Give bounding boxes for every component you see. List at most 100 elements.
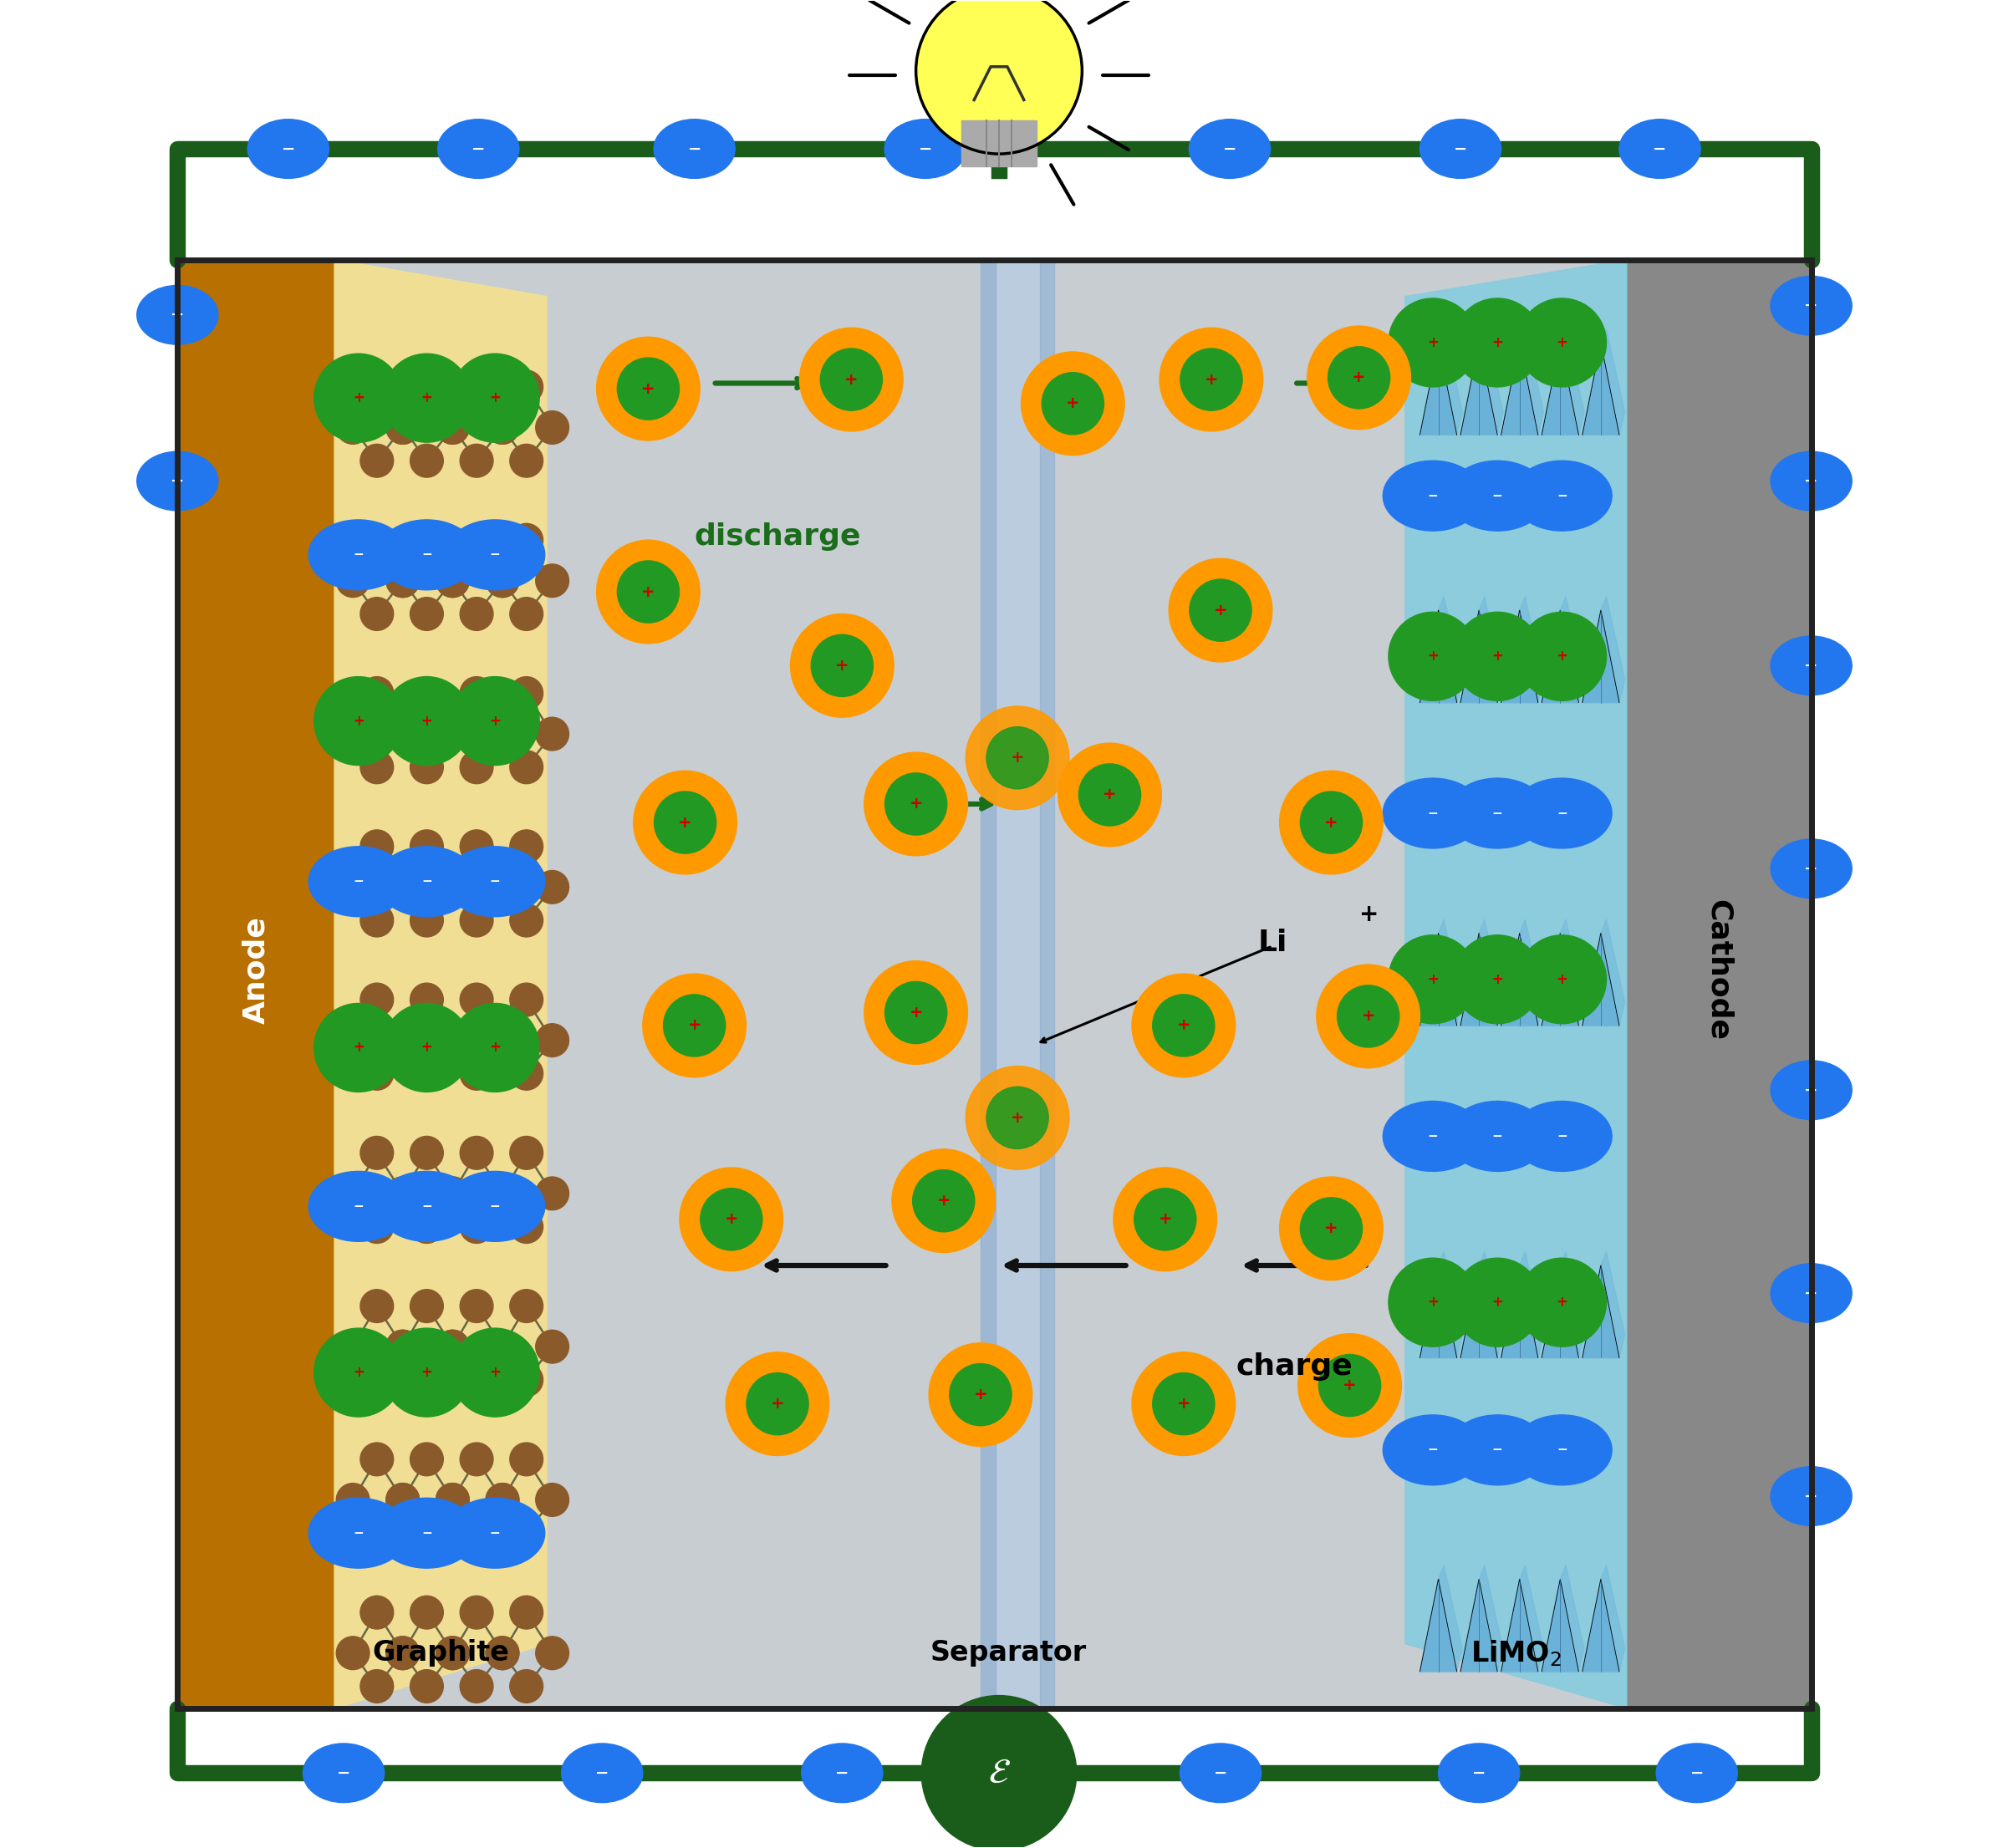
Circle shape <box>509 983 543 1016</box>
Circle shape <box>486 1637 519 1669</box>
Ellipse shape <box>1449 1101 1546 1172</box>
Polygon shape <box>1542 329 1584 434</box>
Circle shape <box>509 1290 543 1323</box>
Circle shape <box>509 1443 543 1477</box>
Text: Anode: Anode <box>242 917 270 1024</box>
Text: Li: Li <box>1257 928 1287 957</box>
Polygon shape <box>1542 920 1584 1026</box>
Ellipse shape <box>446 1172 545 1242</box>
Circle shape <box>336 410 370 444</box>
Circle shape <box>1133 1353 1235 1456</box>
Text: −: − <box>422 1199 432 1212</box>
Circle shape <box>382 1003 472 1092</box>
Text: −: − <box>490 549 499 562</box>
Circle shape <box>410 1443 444 1477</box>
Circle shape <box>535 410 569 444</box>
Text: −: − <box>1804 1284 1818 1301</box>
Text: −: − <box>422 1526 432 1539</box>
Ellipse shape <box>308 846 408 917</box>
Circle shape <box>921 1695 1077 1848</box>
Circle shape <box>410 523 444 556</box>
Circle shape <box>386 1024 420 1057</box>
Text: +: + <box>725 1212 737 1227</box>
Text: +: + <box>641 381 655 397</box>
Circle shape <box>410 370 444 403</box>
Text: −: − <box>354 549 364 562</box>
Circle shape <box>865 752 967 856</box>
Circle shape <box>386 1637 420 1669</box>
Circle shape <box>436 717 470 750</box>
Circle shape <box>360 676 394 710</box>
Text: −: − <box>1804 1083 1818 1098</box>
Circle shape <box>360 597 394 630</box>
Polygon shape <box>1461 933 1497 1026</box>
Circle shape <box>1133 974 1235 1077</box>
Circle shape <box>360 1137 394 1170</box>
Ellipse shape <box>378 519 478 590</box>
Polygon shape <box>1542 1266 1578 1358</box>
Ellipse shape <box>1770 839 1852 898</box>
Circle shape <box>436 410 470 444</box>
Polygon shape <box>1461 342 1497 434</box>
Text: Separator: Separator <box>929 1639 1087 1667</box>
Text: +: + <box>1205 371 1219 388</box>
Circle shape <box>486 870 519 904</box>
Text: +: + <box>1011 750 1025 765</box>
Circle shape <box>410 1057 444 1090</box>
Circle shape <box>509 904 543 937</box>
Polygon shape <box>1500 342 1538 434</box>
Ellipse shape <box>801 1743 883 1802</box>
Circle shape <box>460 1669 494 1702</box>
Circle shape <box>1518 1258 1606 1347</box>
Circle shape <box>597 336 699 440</box>
Text: +: + <box>1325 1220 1339 1236</box>
Text: +: + <box>490 390 501 405</box>
Polygon shape <box>1405 259 1626 1708</box>
Circle shape <box>509 370 543 403</box>
Circle shape <box>891 1149 995 1253</box>
Ellipse shape <box>1656 1743 1738 1802</box>
Circle shape <box>1299 1334 1401 1438</box>
Polygon shape <box>1500 1565 1544 1671</box>
Circle shape <box>460 370 494 403</box>
Circle shape <box>460 1210 494 1244</box>
Circle shape <box>386 1177 420 1210</box>
Text: +: + <box>1556 649 1568 663</box>
Circle shape <box>1153 1373 1215 1434</box>
Text: −: − <box>1223 140 1237 157</box>
Text: −: − <box>595 1765 609 1781</box>
Polygon shape <box>1500 1266 1538 1358</box>
Text: +: + <box>1556 334 1568 349</box>
Circle shape <box>1329 347 1391 408</box>
Circle shape <box>460 597 494 630</box>
Circle shape <box>965 1066 1069 1170</box>
Text: +: + <box>422 1366 432 1380</box>
Text: −: − <box>1556 1129 1566 1142</box>
Polygon shape <box>1421 597 1463 702</box>
Circle shape <box>410 1669 444 1702</box>
Text: −: − <box>1427 1443 1439 1456</box>
Text: −: − <box>1690 1765 1704 1781</box>
Text: −: − <box>1556 1443 1566 1456</box>
Polygon shape <box>1500 1580 1538 1671</box>
Circle shape <box>486 1331 519 1364</box>
Circle shape <box>410 444 444 477</box>
Circle shape <box>486 564 519 597</box>
Circle shape <box>1518 298 1606 386</box>
Ellipse shape <box>138 285 218 344</box>
Ellipse shape <box>1770 1467 1852 1526</box>
Circle shape <box>653 791 715 854</box>
Text: −: − <box>170 473 184 490</box>
Ellipse shape <box>138 451 218 510</box>
Text: −: − <box>490 876 499 887</box>
Circle shape <box>725 1353 829 1456</box>
Circle shape <box>1317 965 1421 1068</box>
Text: +: + <box>1067 395 1079 412</box>
Text: −: − <box>1493 808 1502 819</box>
Text: −: − <box>282 140 296 157</box>
Circle shape <box>386 564 420 597</box>
Circle shape <box>486 870 519 904</box>
Text: +: + <box>422 1040 432 1055</box>
Circle shape <box>821 349 883 410</box>
Ellipse shape <box>446 846 545 917</box>
